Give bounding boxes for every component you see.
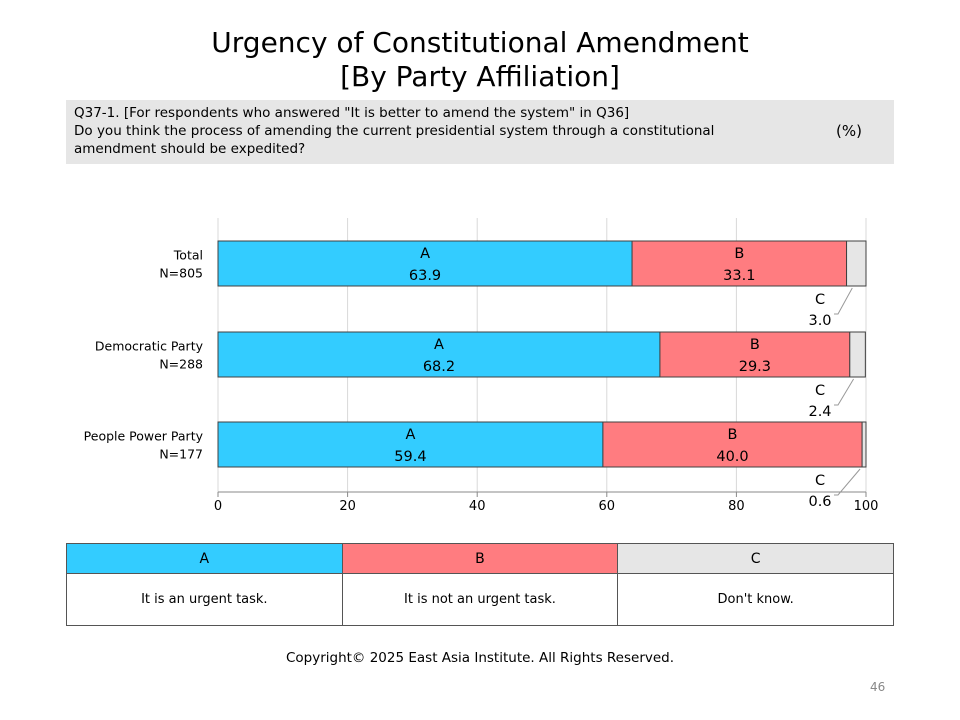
- data-label-b-0: 33.1: [723, 268, 755, 284]
- bar-c-2: [861, 421, 867, 468]
- segment-name-a-2: A: [405, 427, 415, 443]
- legend-key-c: C: [617, 543, 894, 574]
- category-label-1: Democratic Party: [95, 339, 204, 354]
- stacked-bar-chart: 0 20 40 60 80 100 Total N=805 A 63.9 B 33.1 C 3.0 Demo…: [84, 218, 879, 514]
- data-label-a-0: 63.9: [409, 268, 441, 284]
- segment-name-b-0: B: [734, 246, 744, 262]
- callout-line-c-2: [834, 468, 861, 496]
- segment-name-c-1: C: [815, 383, 825, 399]
- question-line-1: Q37-1. [For respondents who answered "It…: [74, 105, 630, 121]
- category-label-0: Total: [173, 248, 203, 263]
- x-tick-label-4: 80: [728, 499, 745, 514]
- data-label-c-0: 3.0: [808, 313, 831, 329]
- category-label-2: People Power Party: [84, 429, 204, 444]
- data-label-c-2: 0.6: [808, 494, 831, 510]
- legend-key-a: A: [66, 543, 343, 574]
- title-line-2: [By Party Affiliation]: [340, 60, 620, 93]
- data-label-b-2: 40.0: [716, 449, 748, 465]
- x-tick-label-5: 100: [854, 499, 879, 514]
- question-line-2: Do you think the process of amending the…: [74, 123, 715, 139]
- legend-label-c: Don't know.: [617, 573, 894, 626]
- data-label-c-1: 2.4: [808, 404, 831, 420]
- segment-name-c-0: C: [815, 292, 825, 308]
- segment-name-b-2: B: [728, 427, 738, 443]
- legend-label-a: It is an urgent task.: [66, 573, 343, 626]
- segment-name-c-2: C: [815, 473, 825, 489]
- bar-c-1: [849, 331, 866, 378]
- data-label-a-2: 59.4: [394, 449, 426, 465]
- legend-table: A B C It is an urgent task. It is not an…: [66, 543, 894, 626]
- category-n-0: N=805: [159, 266, 203, 281]
- segment-name-a-1: A: [434, 337, 444, 353]
- title-line-1: Urgency of Constitutional Amendment: [211, 26, 749, 59]
- x-tick-label-3: 60: [599, 499, 616, 514]
- unit-label: (%): [836, 122, 862, 140]
- segment-name-a-0: A: [420, 246, 430, 262]
- bar-b-1: [659, 331, 851, 378]
- page-number: 46: [870, 680, 886, 694]
- bar-a-0: [217, 240, 633, 287]
- category-n-2: N=177: [159, 447, 203, 462]
- data-label-b-1: 29.3: [739, 359, 771, 375]
- x-tick-label-0: 0: [214, 499, 222, 514]
- x-tick-label-1: 20: [339, 499, 356, 514]
- question-line-3: amendment should be expedited?: [74, 141, 306, 157]
- data-label-a-1: 68.2: [423, 359, 455, 375]
- legend-key-b: B: [341, 543, 619, 574]
- segment-name-b-1: B: [750, 337, 760, 353]
- copyright-notice: Copyright© 2025 East Asia Institute. All…: [285, 650, 675, 666]
- question-box: Q37-1. [For respondents who answered "It…: [66, 100, 894, 164]
- category-n-1: N=288: [159, 357, 203, 372]
- legend-label-b: It is not an urgent task.: [341, 573, 619, 626]
- bar-c-0: [846, 240, 867, 287]
- x-tick-label-2: 40: [469, 499, 486, 514]
- bar-b-2: [602, 421, 863, 468]
- callout-line-c-0: [834, 287, 853, 315]
- chart-title: Urgency of Constitutional Amendment [By …: [0, 26, 960, 94]
- callout-line-c-1: [834, 378, 855, 406]
